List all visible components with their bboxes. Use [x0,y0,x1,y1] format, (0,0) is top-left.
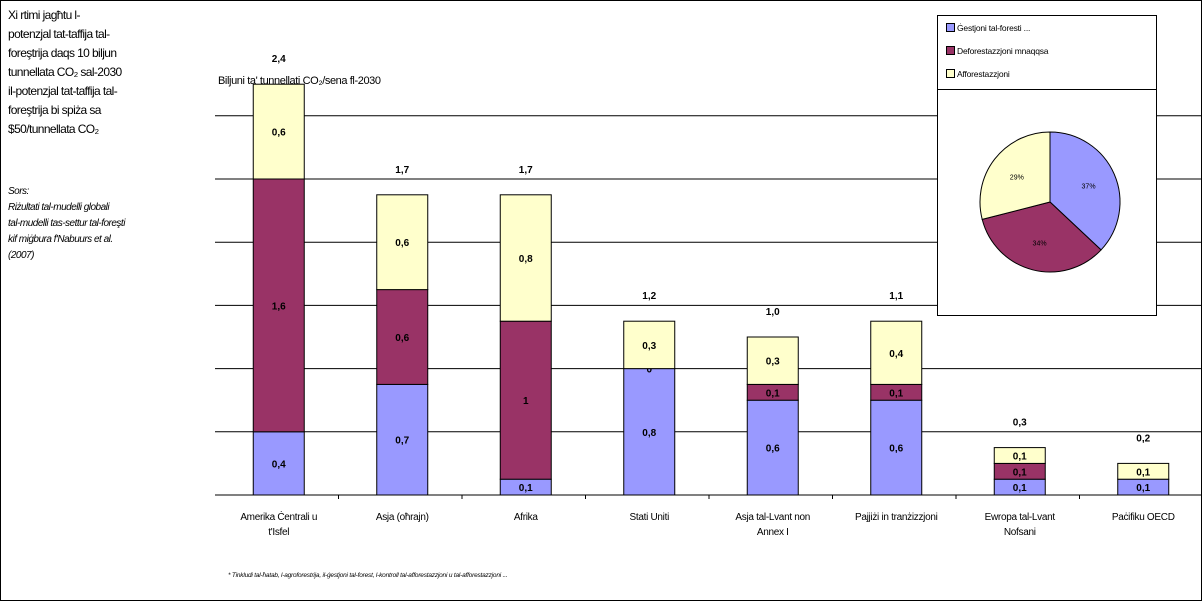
side-title-line: tunnellata CO₂ sal-2030 [8,65,122,79]
source-line: Sors: [8,186,29,197]
data-label: 0,1 [889,388,903,399]
category-label: Annex I [757,527,789,538]
category-label: Asja tal-Lvant non [735,512,810,523]
category-label: Stati Uniti [630,512,670,523]
data-label: 0,1 [1013,452,1027,463]
data-label: 0,4 [272,459,286,470]
data-label: 0,1 [1013,483,1027,494]
total-label: 1,7 [519,165,533,176]
bar-segment [499,194,552,322]
data-label: 0,6 [272,128,286,139]
source-line: (2007) [8,250,34,261]
bar-segment [376,289,429,385]
data-label: 0,1 [1136,467,1150,478]
bar-segment [1117,462,1170,480]
pie-legend: Ġestjoni tal-foresti ... Deforestazzjoni… [938,16,1156,90]
data-label: 0,6 [889,444,903,455]
bar-segment [499,320,552,480]
source-note: Sors: Riżultati tal-mudelli globali tal-… [8,184,208,264]
data-label: 0,6 [395,238,409,249]
data-label: 0,3 [766,357,780,368]
data-label: 1,6 [272,301,286,312]
side-title-line: potenzjal tat-taffija tal- [8,27,110,41]
side-title-line: foreştrija bi spiża sa [8,103,101,117]
category-label: Asja (oħrajn) [376,512,429,523]
data-label: 0,8 [519,254,533,265]
legend-swatch [946,23,955,32]
pie-slice [981,201,1102,273]
side-title-line: Xi rtimi jagħtu l- [8,8,80,22]
bar-segment [746,399,799,496]
footnote: * Tinkludi tal-ħatab, l-agroforestrija, … [228,572,508,579]
data-label: 1 [523,396,529,407]
side-title: Xi rtimi jagħtu l- potenzjal tat-taffija… [8,6,198,139]
pie-label: 29% [1010,174,1024,181]
side-title-line: $50/tunnellata CO₂ [8,122,99,136]
bar-segment [870,320,923,385]
data-label: 0,3 [642,341,656,352]
legend-item-afforestation: Afforestazzjoni [946,69,1010,79]
bar-segment [376,383,429,496]
side-title-line: il-potenzjal tat-taffija tal- [8,84,118,98]
bar-segment [252,431,305,496]
category-label: Amerika Ċentrali u [240,510,317,523]
bar-segment [252,83,305,180]
data-label: 0,7 [395,436,409,447]
bar-segment [252,178,305,433]
total-label: 0,2 [1136,433,1150,444]
data-label: 0,6 [395,333,409,344]
legend-item-forest-management: Ġestjoni tal-foresti ... [946,23,1030,33]
side-title-line: foreştrija daqs 10 biljun [8,46,117,60]
legend-label: Ġestjoni tal-foresti ... [957,23,1031,33]
category-label: Nofsani [1004,527,1036,538]
legend-item-reduced-deforestation: Deforestazzjoni mnaqqsa [946,46,1049,56]
category-label: Ewropa tal-Lvant [985,512,1056,523]
data-label: 0,1 [1013,467,1027,478]
data-label: 0,1 [519,483,533,494]
pie-label: 34% [1033,241,1047,248]
category-label: Afrika [514,512,539,523]
total-label: 1,0 [766,307,780,318]
source-line: kif miġbura f'Nabuurs et al. [8,234,113,245]
data-label: 0 [646,365,652,376]
total-label: 1,2 [642,291,656,302]
total-label: 0,3 [1013,418,1027,429]
data-label: 0,4 [889,349,903,360]
total-label: 1,7 [395,165,409,176]
data-label: 0,8 [642,428,656,439]
bar-segment [746,336,799,385]
pie-slice [979,131,1051,221]
pie-chart: 37% 34% 29% [979,131,1121,273]
data-label: 0,1 [1136,483,1150,494]
legend-label: Deforestazzjoni mnaqqsa [957,46,1049,56]
category-label: Paċifiku OECD [1112,512,1175,523]
legend-swatch [946,46,955,55]
data-label: 0,6 [766,444,780,455]
bar-segment [623,368,676,496]
category-label: t'Isfel [268,527,289,538]
category-label: Pajjiżi in tranżizzjoni [855,512,938,523]
total-label: 2,4 [272,54,286,65]
bar-segment [993,447,1046,464]
pie-panel: Ġestjoni tal-foresti ... Deforestazzjoni… [937,15,1157,316]
source-line: Riżultati tal-mudelli globali [8,202,110,213]
pie-slice [1049,131,1121,251]
bar-segment [623,320,676,370]
legend-label: Afforestazzjoni [957,69,1010,79]
legend-swatch [946,69,955,78]
bar-segment [376,194,429,291]
source-line: tal-mudelli tas-settur tal-foreşti [8,218,125,229]
data-label: 0,1 [766,388,780,399]
total-label: 1,1 [889,291,903,302]
pie-label: 37% [1082,183,1096,190]
